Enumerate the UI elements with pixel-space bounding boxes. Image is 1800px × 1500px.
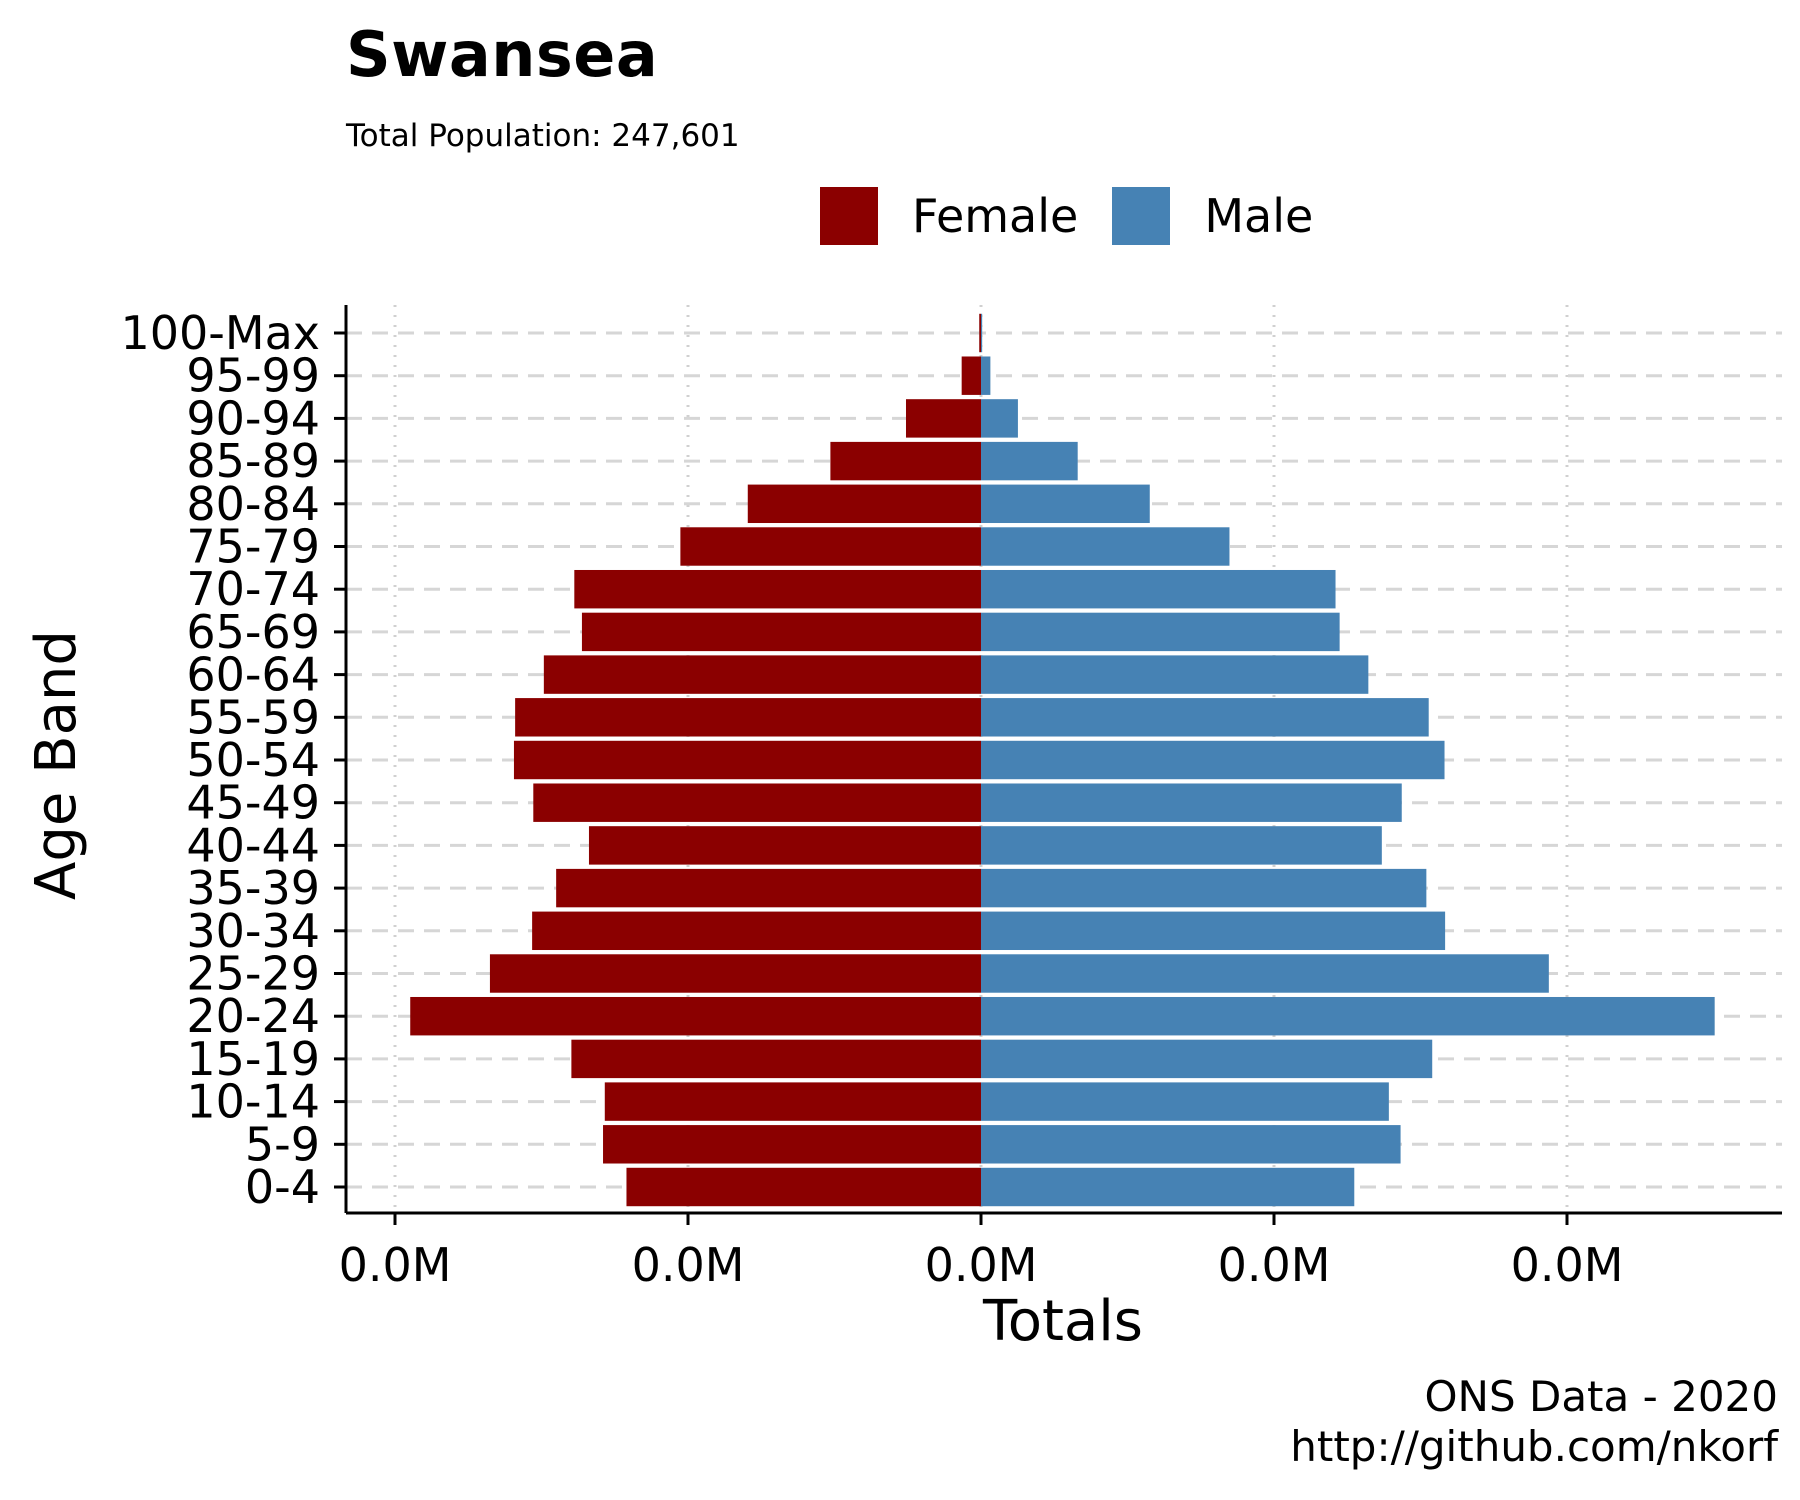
- bar-male: [981, 911, 1446, 951]
- y-tick-label: 60-64: [186, 648, 320, 702]
- y-tick-label: 25-29: [186, 947, 320, 1001]
- x-tick-label: 0.0M: [1511, 1238, 1624, 1292]
- bar-male: [981, 356, 991, 395]
- bar-male: [981, 698, 1429, 737]
- y-tick-label: 20-24: [186, 989, 320, 1043]
- y-tick-label: 100-Max: [121, 306, 321, 360]
- bar-female: [515, 698, 981, 737]
- y-tick-label: 65-69: [186, 605, 320, 659]
- bar-female: [533, 783, 981, 822]
- bar-female: [571, 1039, 981, 1079]
- y-tick-label: 95-99: [186, 349, 320, 403]
- bar-male: [981, 740, 1445, 780]
- y-tick-label: 80-84: [186, 477, 320, 531]
- chart-subtitle: Total Population: 247,601: [346, 118, 740, 154]
- y-tick-label: 55-59: [186, 690, 320, 744]
- bar-female: [543, 655, 981, 694]
- bar-male: [981, 612, 1340, 652]
- bar-female: [513, 740, 981, 780]
- y-tick-label: 15-19: [186, 1032, 320, 1086]
- bar-male: [981, 826, 1382, 865]
- x-tick-label: 0.0M: [632, 1238, 745, 1292]
- bar-male: [981, 996, 1715, 1036]
- bar-male: [981, 1082, 1389, 1121]
- bar-male: [981, 527, 1230, 566]
- bar-female: [532, 911, 981, 951]
- bar-female: [905, 399, 981, 438]
- y-tick-label: 30-34: [186, 904, 320, 958]
- legend-item-male: Male: [1112, 187, 1313, 245]
- bar-female: [680, 527, 981, 566]
- x-tick-label: 0.0M: [339, 1238, 452, 1292]
- y-tick-label: 45-49: [186, 776, 320, 830]
- y-tick-label: 75-79: [186, 520, 320, 574]
- bar-female: [556, 868, 981, 908]
- legend-swatch-male: [1112, 187, 1171, 245]
- bar-female: [961, 356, 981, 395]
- y-tick-label: 35-39: [186, 861, 320, 915]
- y-axis-title: Age Band: [24, 630, 89, 900]
- y-tick-label: 10-14: [186, 1075, 320, 1129]
- bar-male: [981, 655, 1369, 694]
- bar-male: [981, 1125, 1401, 1164]
- bar-female: [604, 1082, 981, 1121]
- bar-female: [626, 1167, 981, 1207]
- caption-source: ONS Data - 2020: [1424, 1372, 1778, 1421]
- bar-male: [981, 868, 1427, 908]
- x-tick-label: 0.0M: [925, 1238, 1038, 1292]
- y-tick-label: 85-89: [186, 434, 320, 488]
- bar-female: [489, 954, 981, 993]
- bar-male: [981, 441, 1078, 481]
- bar-male: [981, 484, 1150, 524]
- legend-item-female: Female: [820, 187, 1078, 245]
- bar-male: [981, 313, 983, 353]
- bar-female: [747, 484, 981, 524]
- y-tick-label: 50-54: [186, 733, 320, 787]
- bar-female: [574, 569, 981, 609]
- bar-female: [603, 1125, 981, 1164]
- bar-male: [981, 1039, 1433, 1079]
- y-tick-label: 70-74: [186, 562, 320, 616]
- caption: ONS Data - 2020 http://github.com/nkorf: [1290, 1372, 1778, 1472]
- bar-female: [979, 313, 981, 353]
- bar-male: [981, 1167, 1355, 1207]
- bar-male: [981, 569, 1336, 609]
- bar-female: [830, 441, 981, 481]
- bar-male: [981, 399, 1018, 438]
- caption-url: http://github.com/nkorf: [1290, 1422, 1778, 1471]
- bar-layer: [410, 313, 1715, 1207]
- bar-male: [981, 783, 1402, 822]
- y-tick-label: 90-94: [186, 391, 320, 445]
- chart-title: Swansea: [346, 18, 659, 91]
- legend-label-female: Female: [912, 189, 1079, 243]
- legend: Female Male: [820, 185, 1347, 247]
- y-tick-label: 40-44: [186, 818, 320, 872]
- bar-male: [981, 954, 1549, 993]
- bar-female: [581, 612, 981, 652]
- bar-female: [410, 996, 982, 1036]
- x-tick-label: 0.0M: [1218, 1238, 1331, 1292]
- axis-layer: 0-45-910-1415-1920-2425-2930-3435-3940-4…: [121, 305, 1782, 1292]
- y-tick-label: 0-4: [245, 1160, 320, 1214]
- x-axis-title: Totals: [982, 1289, 1143, 1354]
- bar-female: [588, 826, 981, 865]
- legend-swatch-female: [820, 187, 878, 245]
- y-tick-label: 5-9: [245, 1117, 320, 1171]
- legend-label-male: Male: [1204, 189, 1314, 243]
